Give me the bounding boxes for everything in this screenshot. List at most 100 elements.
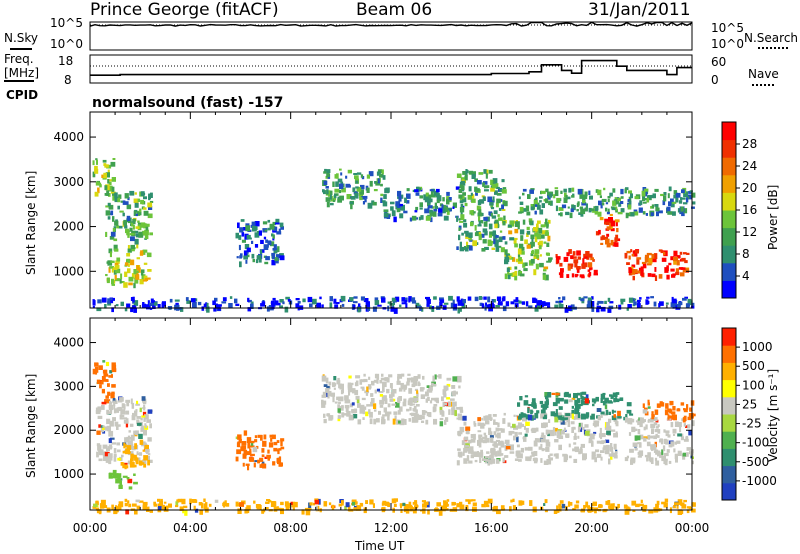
echo-cell — [108, 404, 112, 409]
colorbar-swatch — [722, 280, 736, 299]
echo-cell — [98, 509, 102, 515]
echo-cell — [443, 505, 447, 510]
echo-cell — [380, 197, 383, 203]
echo-cell — [594, 457, 597, 463]
echo-cell — [571, 413, 575, 420]
echo-cell — [492, 196, 495, 202]
echo-cell — [271, 252, 275, 257]
colorbar-swatch — [722, 122, 736, 141]
echo-cell — [104, 164, 109, 168]
colorbar-swatch — [722, 482, 736, 501]
echo-cell — [568, 502, 573, 506]
echo-cell — [604, 426, 608, 430]
echo-cell — [514, 228, 519, 234]
echo-cell — [522, 262, 526, 268]
echo-cell — [485, 173, 488, 179]
echo-cell — [493, 422, 498, 425]
echo-cell — [686, 509, 690, 514]
echo-cell — [690, 400, 695, 406]
echo-cell — [478, 220, 481, 226]
echo-cell — [114, 274, 117, 280]
echo-cell — [593, 273, 598, 276]
echo-cell — [446, 198, 450, 205]
echo-cell — [528, 404, 533, 406]
echo-cell — [260, 249, 263, 255]
echo-cell — [280, 446, 285, 450]
echo-cell — [116, 225, 119, 229]
echo-cell — [598, 441, 602, 444]
echo-cell — [166, 505, 170, 508]
echo-cell — [399, 203, 403, 207]
echo-cell — [598, 301, 604, 304]
echo-cell — [245, 259, 248, 264]
echo-cell — [684, 296, 688, 299]
echo-cell — [147, 213, 153, 219]
echo-cell — [627, 421, 632, 425]
echo-cell — [461, 440, 465, 446]
echo-cell — [682, 297, 687, 301]
echo-cell — [428, 205, 433, 209]
echo-cell — [531, 402, 536, 407]
echo-cell — [626, 250, 631, 254]
echo-cell — [352, 301, 358, 304]
echo-cell — [509, 237, 515, 241]
echo-cell — [533, 255, 537, 259]
echo-cell — [620, 208, 625, 213]
echo-cell — [658, 249, 663, 252]
echo-cell — [446, 377, 452, 381]
echo-cell — [526, 456, 532, 462]
echo-cell — [335, 181, 339, 187]
echo-cell — [505, 301, 510, 307]
echo-cell — [555, 300, 559, 304]
echo-cell — [462, 451, 465, 456]
echo-cell — [270, 241, 275, 247]
echo-cell — [610, 206, 615, 209]
echo-cell — [359, 189, 364, 195]
echo-cell — [459, 207, 465, 213]
echo-cell — [552, 427, 556, 432]
echo-cell — [631, 500, 637, 506]
echo-cell — [470, 438, 476, 443]
echo-cell — [617, 211, 623, 215]
echo-cell — [604, 218, 609, 224]
echo-cell — [558, 406, 563, 410]
echo-cell — [493, 299, 496, 303]
echo-cell — [126, 303, 131, 308]
echo-cell — [459, 406, 463, 411]
echo-cell — [259, 457, 264, 462]
date-title: 31/Jan/2011 — [588, 0, 691, 20]
echo-cell — [453, 390, 456, 397]
echo-cell — [382, 414, 387, 417]
echo-cell — [651, 273, 656, 278]
echo-cell — [127, 435, 130, 440]
echo-cell — [582, 258, 585, 264]
echo-cell — [483, 432, 487, 436]
echo-cell — [376, 388, 380, 392]
echo-cell — [431, 382, 434, 387]
echo-cell — [430, 188, 434, 195]
echo-cell — [345, 183, 351, 188]
echo-cell — [112, 193, 116, 196]
echo-cell — [581, 426, 585, 431]
echo-cell — [246, 234, 251, 240]
echo-cell — [556, 257, 560, 264]
echo-cell — [116, 407, 120, 412]
echo-cell — [250, 445, 255, 448]
echo-cell — [429, 389, 433, 393]
echo-cell — [302, 298, 306, 303]
echo-cell — [439, 421, 444, 427]
echo-cell — [98, 365, 103, 370]
echo-cell — [123, 282, 128, 288]
echo-cell — [334, 188, 340, 193]
echo-cell — [132, 454, 137, 458]
echo-cell — [119, 417, 124, 420]
echo-cell — [587, 297, 592, 301]
echo-cell — [495, 439, 500, 443]
echo-cell — [647, 195, 652, 200]
echo-cell — [610, 228, 615, 232]
echo-cell — [593, 206, 596, 209]
echo-cell — [344, 395, 349, 401]
echo-cell — [452, 299, 455, 306]
echo-cell — [261, 454, 265, 458]
colorbar-swatch — [722, 379, 736, 398]
